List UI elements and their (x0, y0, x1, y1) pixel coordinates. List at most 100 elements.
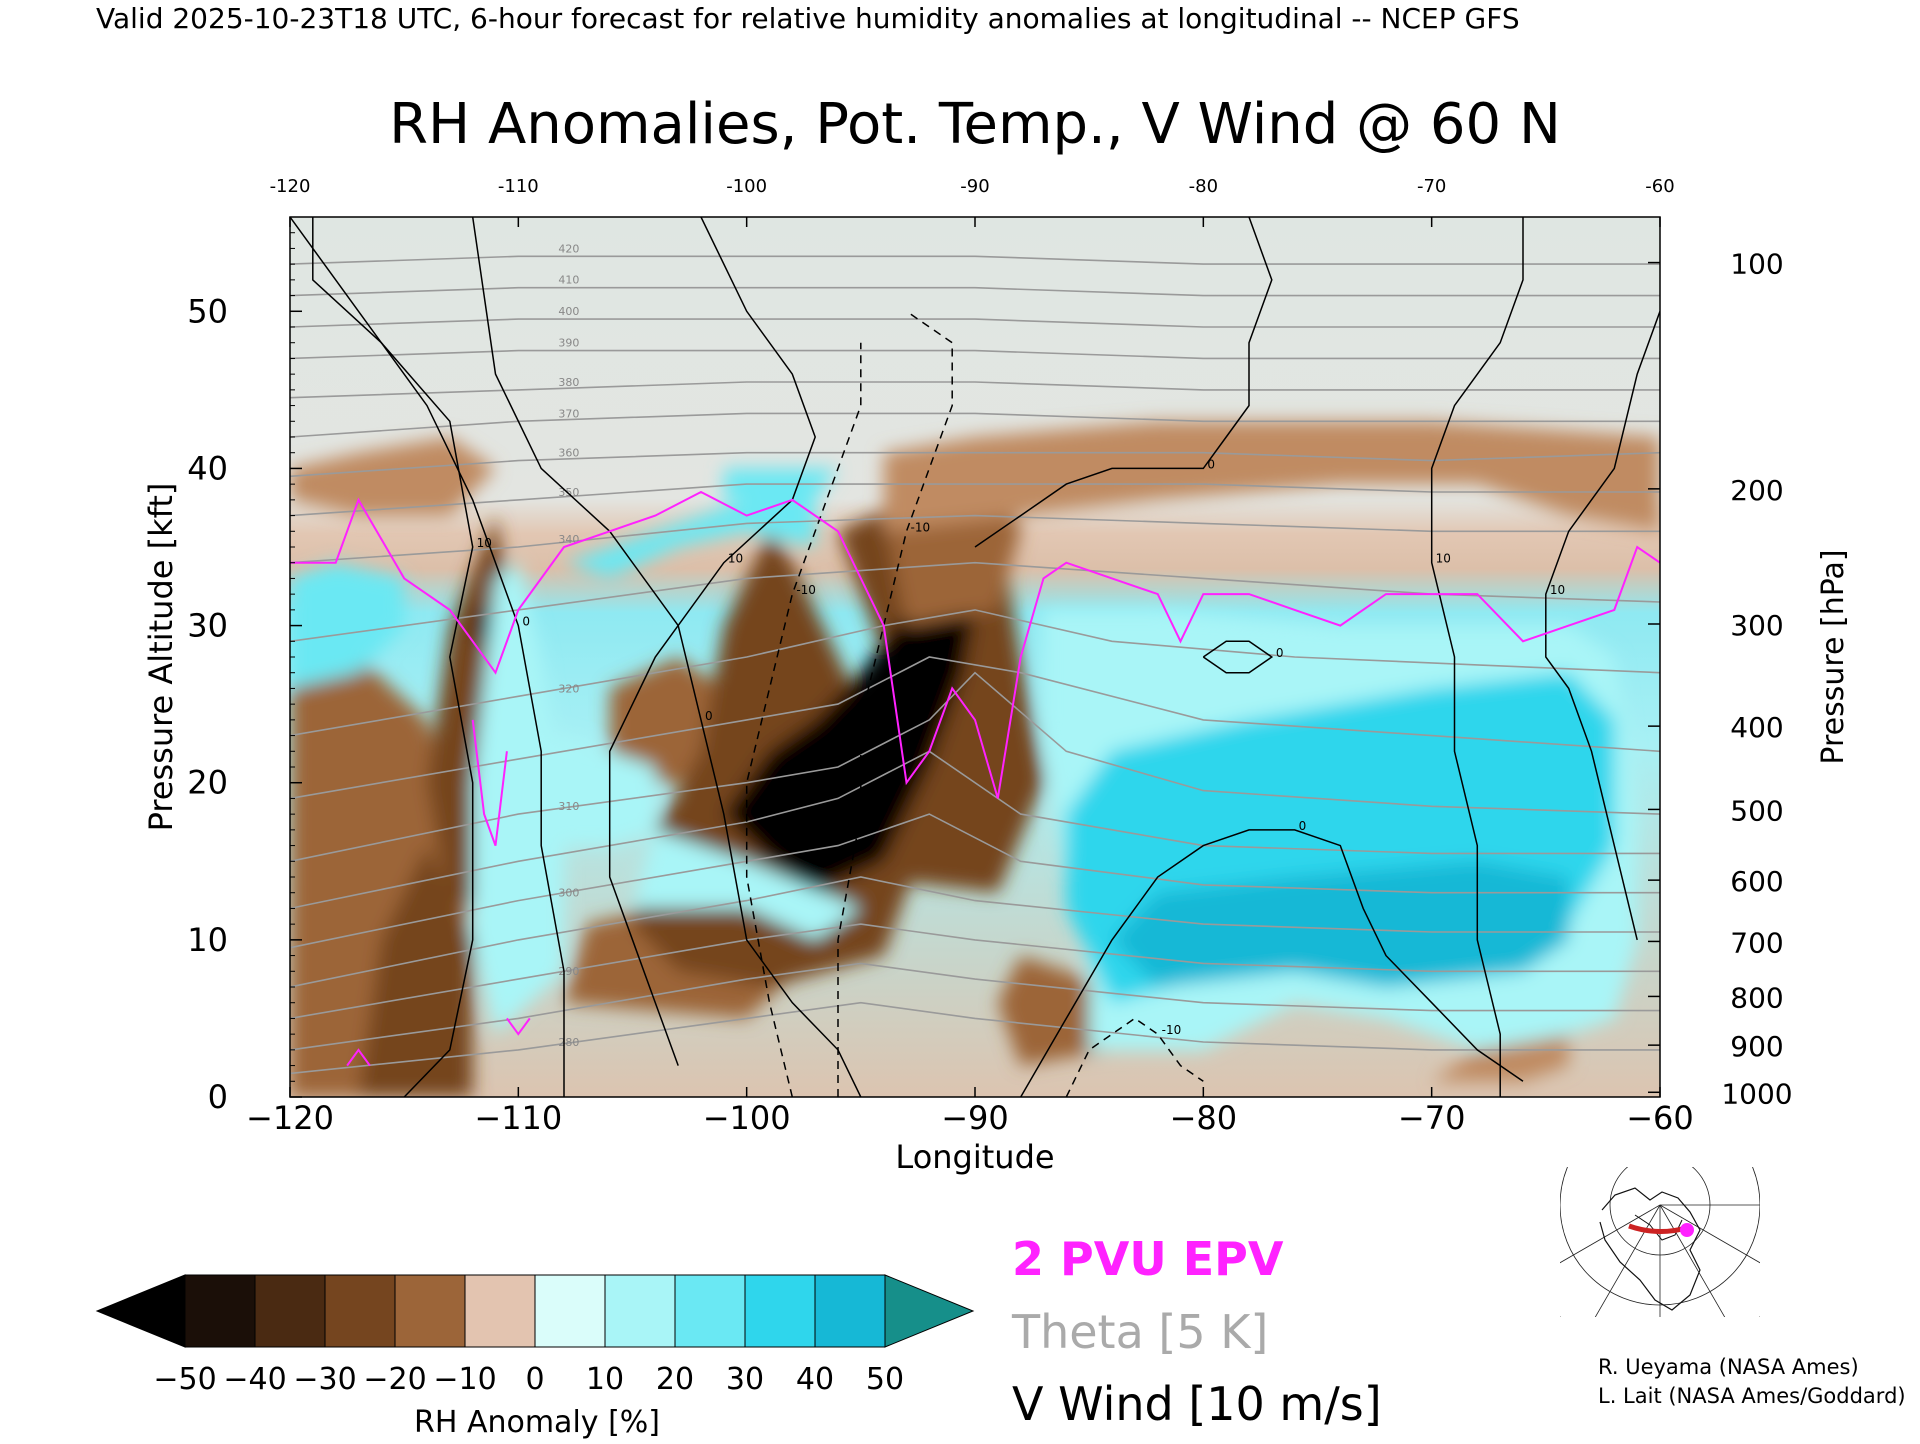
vwind-label-4: -10 (796, 583, 816, 597)
colorbar-over (884, 1274, 975, 1348)
theta-label-360: 360 (558, 447, 579, 460)
legend-theta: Theta [5 K] (1011, 1305, 1268, 1359)
colorbar-bin-1 (254, 1274, 326, 1348)
vwind-label-3: 10 (728, 552, 743, 566)
colorbar-tick-label-3: −20 (363, 1362, 426, 1397)
top-tick-label-0: -120 (270, 176, 311, 197)
theta-line-360 (290, 451, 1660, 478)
rh-region-15 (472, 562, 564, 1035)
locator-coastline (1599, 1187, 1701, 1311)
rh-region-5 (609, 657, 724, 783)
vwind-line-3 (608, 217, 816, 1066)
locator-marker (1680, 1223, 1694, 1237)
rh-region-12 (290, 437, 496, 516)
legend: 2 PVU EPV Theta [5 K] V Wind [10 m/s] (1011, 1232, 1382, 1431)
colorbar-tick-label-2: −30 (293, 1362, 356, 1397)
colorbar-bin-5 (534, 1274, 606, 1348)
colorbar-bin-2 (324, 1274, 396, 1348)
colorbar-tick-label-6: 10 (586, 1362, 624, 1397)
rh-region-19 (632, 829, 861, 940)
colorbar-tick-label-5: 0 (525, 1362, 544, 1397)
colorbar-tick-label-8: 30 (726, 1362, 764, 1397)
pressure-axis-label: Pressure [hPa] (1816, 549, 1851, 764)
theta-line-320 (290, 609, 1660, 737)
vwind-line-7 (974, 217, 1273, 548)
colorbar-bin-7 (674, 1274, 746, 1348)
top-axis: -120 -110 -100 -90 -80 -70 -60 (270, 176, 1675, 227)
vwind-line-2 (290, 217, 565, 1097)
vwind-line-0 (471, 217, 862, 1097)
vwind-label-0: 0 (705, 709, 713, 723)
colorbar-label: RH Anomaly [%] (414, 1405, 660, 1440)
plot-area: 2802903003103203403503603703803904004104… (290, 217, 1660, 1097)
colorbar-bin-4 (464, 1274, 536, 1348)
vwind-line-6 (1020, 829, 1524, 1097)
legend-epv: 2 PVU EPV (1012, 1232, 1284, 1286)
rh-region-8 (723, 578, 975, 893)
top-tick-label-5: -70 (1417, 176, 1446, 197)
rh-region-1 (358, 845, 473, 1097)
colorbar-tick-label-4: −10 (433, 1362, 496, 1397)
y-tick-label-0: 0 (208, 1078, 228, 1116)
valid-time-header: Valid 2025-10-23T18 UTC, 6-hour forecast… (96, 2, 1520, 35)
y-tick-label-4: 40 (187, 449, 228, 487)
rh-region-11 (883, 421, 1660, 532)
vwind-line-1 (312, 217, 474, 1097)
theta-label-370: 370 (558, 407, 579, 420)
vwind-label-5: -10 (911, 520, 931, 534)
y-tick-label-3: 30 (187, 607, 228, 645)
vwind-line-4 (745, 342, 862, 1097)
pressure-tick-label-6: 400 (1730, 711, 1783, 744)
colorbar-under (95, 1274, 186, 1348)
pressure-tick-label-8: 200 (1730, 474, 1783, 507)
theta-label-310: 310 (558, 800, 579, 813)
credit-line-2: L. Lait (NASA Ames/Goddard) (1598, 1384, 1906, 1408)
rh-region-3 (477, 609, 491, 642)
pressure-tick-label-9: 100 (1730, 248, 1783, 281)
x-tick-label-3: −90 (941, 1099, 1009, 1137)
theta-label-380: 380 (558, 376, 579, 389)
vwind-line-10 (1202, 640, 1274, 674)
vwind-label-2: 0 (522, 615, 530, 629)
vwind-label-6: 0 (1299, 819, 1307, 833)
x-tick-label-5: −70 (1398, 1099, 1466, 1137)
epv-2pvu-contours (290, 490, 1660, 1067)
legend-vwind: V Wind [10 m/s] (1012, 1377, 1382, 1431)
top-tick-label-1: -110 (498, 176, 539, 197)
colorbar-tick-label-7: 20 (656, 1362, 694, 1397)
colorbar-tick-label-10: 50 (866, 1362, 904, 1397)
y-tick-label-2: 20 (187, 764, 228, 802)
vwind-label-9: -10 (1162, 1023, 1182, 1037)
credit-line-1: R. Ueyama (NASA Ames) (1598, 1355, 1859, 1379)
colorbar-bin-8 (744, 1274, 816, 1348)
locator-map-frame (1560, 1167, 1760, 1317)
vwind-line-5 (837, 310, 953, 1097)
locator-meridian-3 (1659, 1204, 1726, 1317)
vwind-label-1: 10 (477, 536, 492, 550)
colorbar-bin-6 (604, 1274, 676, 1348)
theta-line-400 (290, 318, 1660, 328)
rh-region-18 (290, 562, 405, 689)
pressure-tick-label-7: 300 (1730, 609, 1783, 642)
theta-label-290: 290 (558, 965, 579, 978)
rh-anomaly-field (290, 421, 1660, 1097)
epv-line-2 (506, 1017, 531, 1036)
theta-line-390 (290, 349, 1660, 360)
colorbar-bin-0 (184, 1274, 256, 1348)
y-axis: 0 10 20 30 40 50 (187, 232, 302, 1116)
colorbar-tick-label-9: 40 (796, 1362, 834, 1397)
epv-line-3 (346, 1048, 371, 1067)
vwind-label-11: 10 (1550, 583, 1565, 597)
theta-label-340: 340 (558, 533, 579, 546)
locator-meridian-0 (1560, 1204, 1661, 1264)
vwind-line-8 (1430, 217, 1524, 1097)
theta-line-410 (290, 286, 1660, 297)
theta-label-420: 420 (558, 242, 579, 255)
locator-meridian-1 (1594, 1204, 1661, 1317)
x-tick-label-2: −100 (703, 1099, 791, 1137)
theta-label-410: 410 (558, 274, 579, 287)
pressure-tick-label-1: 900 (1730, 1030, 1783, 1063)
vwind-line-11 (1545, 311, 1660, 941)
chart-title: RH Anomalies, Pot. Temp., V Wind @ 60 N (389, 92, 1561, 157)
top-tick-label-4: -80 (1189, 176, 1218, 197)
